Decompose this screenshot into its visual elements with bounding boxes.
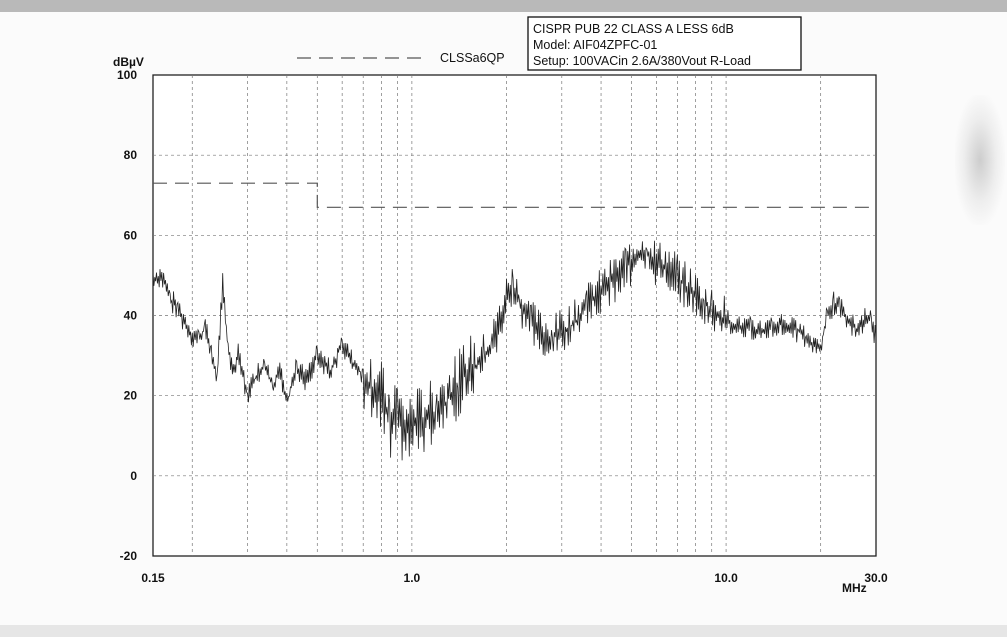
x-axis-label: MHz xyxy=(842,581,867,595)
scan-bottom-edge xyxy=(0,625,1007,637)
x-tick-label: 0.15 xyxy=(141,571,165,585)
info-line-setup: Setup: 100VACin 2.6A/380Vout R-Load xyxy=(533,54,751,68)
info-box: CISPR PUB 22 CLASS A LESS 6dB Model: AIF… xyxy=(527,16,802,71)
limit-line xyxy=(153,182,876,208)
x-tick-label: 10.0 xyxy=(714,571,738,585)
grid xyxy=(153,75,876,556)
y-tick-label: 40 xyxy=(124,309,138,323)
emission-trace xyxy=(152,240,877,461)
y-tick-label: -20 xyxy=(120,549,138,563)
y-tick-label: 80 xyxy=(124,148,138,162)
y-tick-label: 20 xyxy=(124,389,138,403)
info-line-model: Model: AIF04ZPFC-01 xyxy=(533,38,657,52)
x-tick-labels: 0.15 1.0 10.0 30.0 xyxy=(141,571,888,585)
info-box-frame xyxy=(527,16,802,71)
y-tick-label: 0 xyxy=(130,469,137,483)
scan-top-edge xyxy=(0,0,1007,12)
y-axis-label: dBµV xyxy=(113,55,144,69)
series-layer xyxy=(152,182,877,461)
y-tick-label: 100 xyxy=(117,68,137,82)
legend: CLSSa6QP xyxy=(297,51,505,65)
x-tick-label: 1.0 xyxy=(404,571,421,585)
legend-entry-limit: CLSSa6QP xyxy=(440,51,505,65)
scan-smudge xyxy=(955,95,1005,225)
y-tick-label: 60 xyxy=(124,228,138,242)
x-tick-label: 30.0 xyxy=(864,571,888,585)
y-tick-labels: 100 80 60 40 20 0 -20 xyxy=(117,68,137,563)
info-line-standard: CISPR PUB 22 CLASS A LESS 6dB xyxy=(533,22,734,36)
